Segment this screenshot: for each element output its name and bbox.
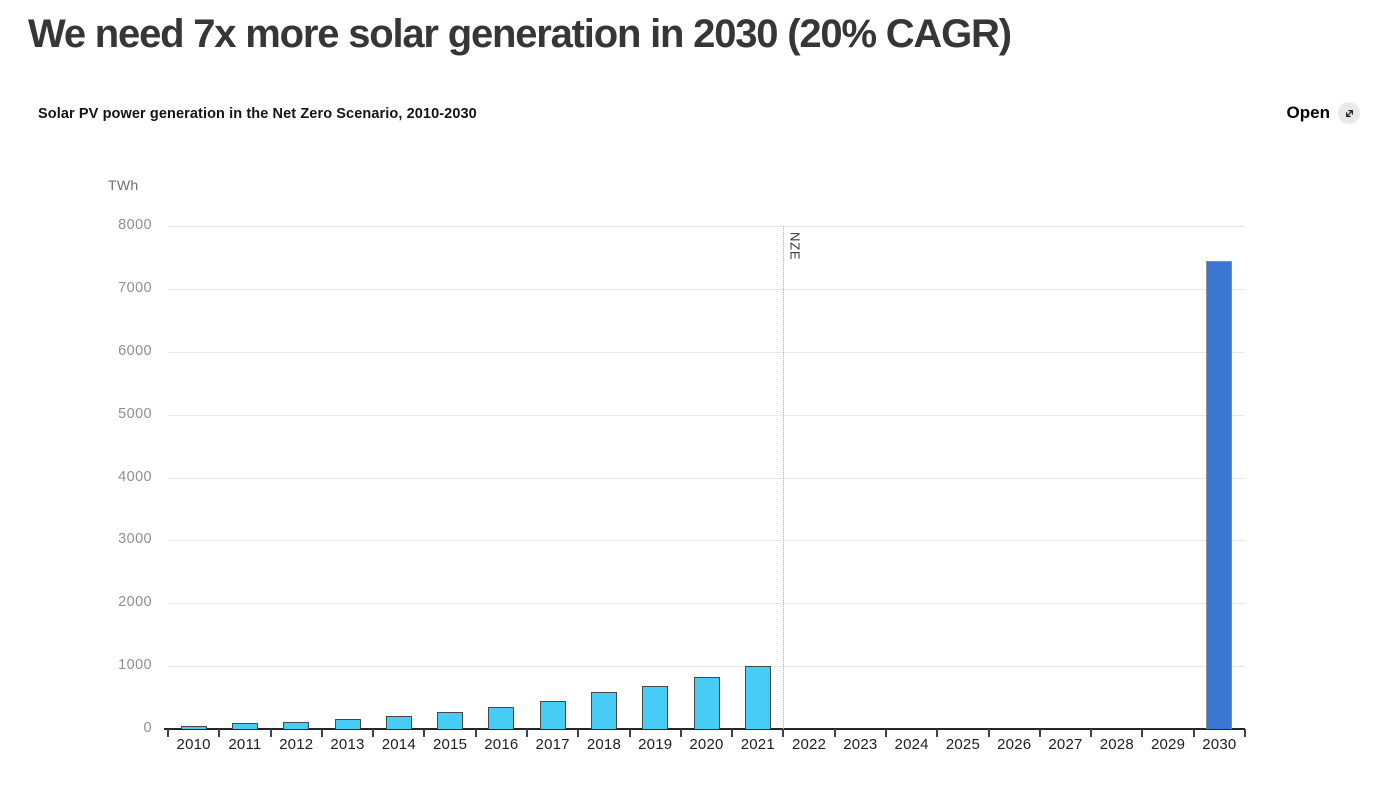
y-tick-label-4000: 4000	[118, 468, 152, 485]
x-axis-tick	[1192, 729, 1195, 737]
x-tick-label-2026: 2026	[997, 736, 1032, 753]
y-tick-label-0: 0	[143, 720, 152, 736]
x-axis-line	[164, 728, 1245, 730]
bar-2020[interactable]	[693, 676, 720, 729]
y-tick-label-2000: 2000	[118, 594, 152, 611]
x-tick-label-2012: 2012	[279, 736, 314, 753]
x-tick-label-2020: 2020	[689, 736, 724, 753]
bar-2021[interactable]	[744, 665, 771, 729]
gridline-8000	[168, 226, 1245, 227]
x-tick-label-2017: 2017	[535, 736, 570, 753]
x-tick-label-2013: 2013	[330, 736, 365, 753]
gridline-1000	[168, 666, 1245, 668]
x-axis-tick	[987, 729, 990, 737]
x-axis-tick	[474, 729, 477, 737]
x-axis-tick	[320, 729, 323, 737]
x-tick-label-2011: 2011	[228, 736, 262, 753]
bar-2019[interactable]	[642, 685, 669, 729]
x-axis-tick	[372, 729, 375, 737]
y-tick-label-7000: 7000	[118, 279, 152, 296]
x-tick-label-2021: 2021	[740, 736, 775, 753]
bar-2011[interactable]	[231, 723, 258, 729]
x-axis-tick	[936, 729, 939, 737]
x-axis-tick	[833, 729, 836, 737]
x-axis-tick	[167, 729, 169, 737]
x-axis-tick	[269, 729, 272, 737]
x-tick-label-2018: 2018	[586, 736, 621, 753]
y-tick-label-1000: 1000	[118, 657, 152, 674]
x-axis-tick	[1244, 729, 1246, 737]
x-tick-label-2029: 2029	[1150, 736, 1186, 753]
gridline-7000	[168, 288, 1245, 290]
x-axis-tick	[885, 729, 887, 737]
x-axis-tick	[526, 729, 528, 737]
chart-subtitle: Solar PV power generation in the Net Zer…	[38, 106, 477, 122]
bar-2013[interactable]	[334, 718, 361, 729]
bar-2012[interactable]	[283, 721, 310, 729]
bar-2010[interactable]	[180, 725, 207, 729]
open-button-label[interactable]: Open	[1286, 103, 1330, 122]
x-tick-label-2019: 2019	[638, 736, 673, 753]
x-tick-label-2022: 2022	[791, 736, 827, 753]
gridline-2000	[168, 603, 1245, 605]
x-tick-label-2014: 2014	[381, 736, 416, 753]
x-tick-label-2030: 2030	[1202, 736, 1237, 753]
x-tick-label-2010: 2010	[176, 736, 211, 753]
bar-2030[interactable]	[1206, 261, 1233, 729]
bar-2015[interactable]	[437, 712, 464, 729]
gridline-6000	[168, 351, 1245, 353]
x-tick-label-2023: 2023	[843, 736, 878, 753]
bar-2016[interactable]	[488, 706, 515, 729]
nze-annotation-label: NZE	[787, 232, 803, 261]
x-tick-label-2016: 2016	[484, 736, 519, 753]
bar-2014[interactable]	[385, 716, 412, 729]
bar-2017[interactable]	[539, 701, 566, 729]
y-tick-label-3000: 3000	[118, 531, 152, 548]
x-tick-label-2024: 2024	[894, 736, 929, 753]
x-axis-tick	[1038, 729, 1041, 737]
y-tick-label-6000: 6000	[118, 342, 152, 359]
x-axis-tick	[577, 729, 580, 737]
y-axis-unit-label: TWh	[108, 177, 139, 193]
gridline-5000	[168, 414, 1245, 416]
gridline-4000	[168, 477, 1245, 479]
x-axis-tick	[628, 729, 631, 737]
y-tick-label-8000: 8000	[118, 217, 152, 233]
open-button[interactable]: Open	[1287, 102, 1360, 124]
x-axis-tick	[1090, 729, 1093, 737]
x-tick-label-2027: 2027	[1048, 736, 1083, 753]
x-tick-label-2025: 2025	[945, 736, 980, 753]
bar-2018[interactable]	[590, 692, 617, 729]
x-tick-label-2015: 2015	[432, 736, 468, 753]
x-axis-tick	[218, 729, 221, 737]
expand-diagonal-arrow-icon[interactable]	[1338, 102, 1360, 124]
nze-annotation-line	[783, 226, 785, 729]
x-axis-tick	[1141, 729, 1144, 737]
x-tick-label-2028: 2028	[1099, 736, 1134, 753]
x-axis-tick	[782, 729, 785, 737]
gridline-3000	[168, 540, 1245, 542]
x-axis-tick	[423, 729, 426, 737]
y-tick-label-5000: 5000	[118, 405, 152, 422]
page-title: We need 7x more solar generation in 2030…	[28, 12, 1012, 56]
x-axis-tick	[731, 729, 734, 737]
x-axis-tick	[679, 729, 682, 737]
